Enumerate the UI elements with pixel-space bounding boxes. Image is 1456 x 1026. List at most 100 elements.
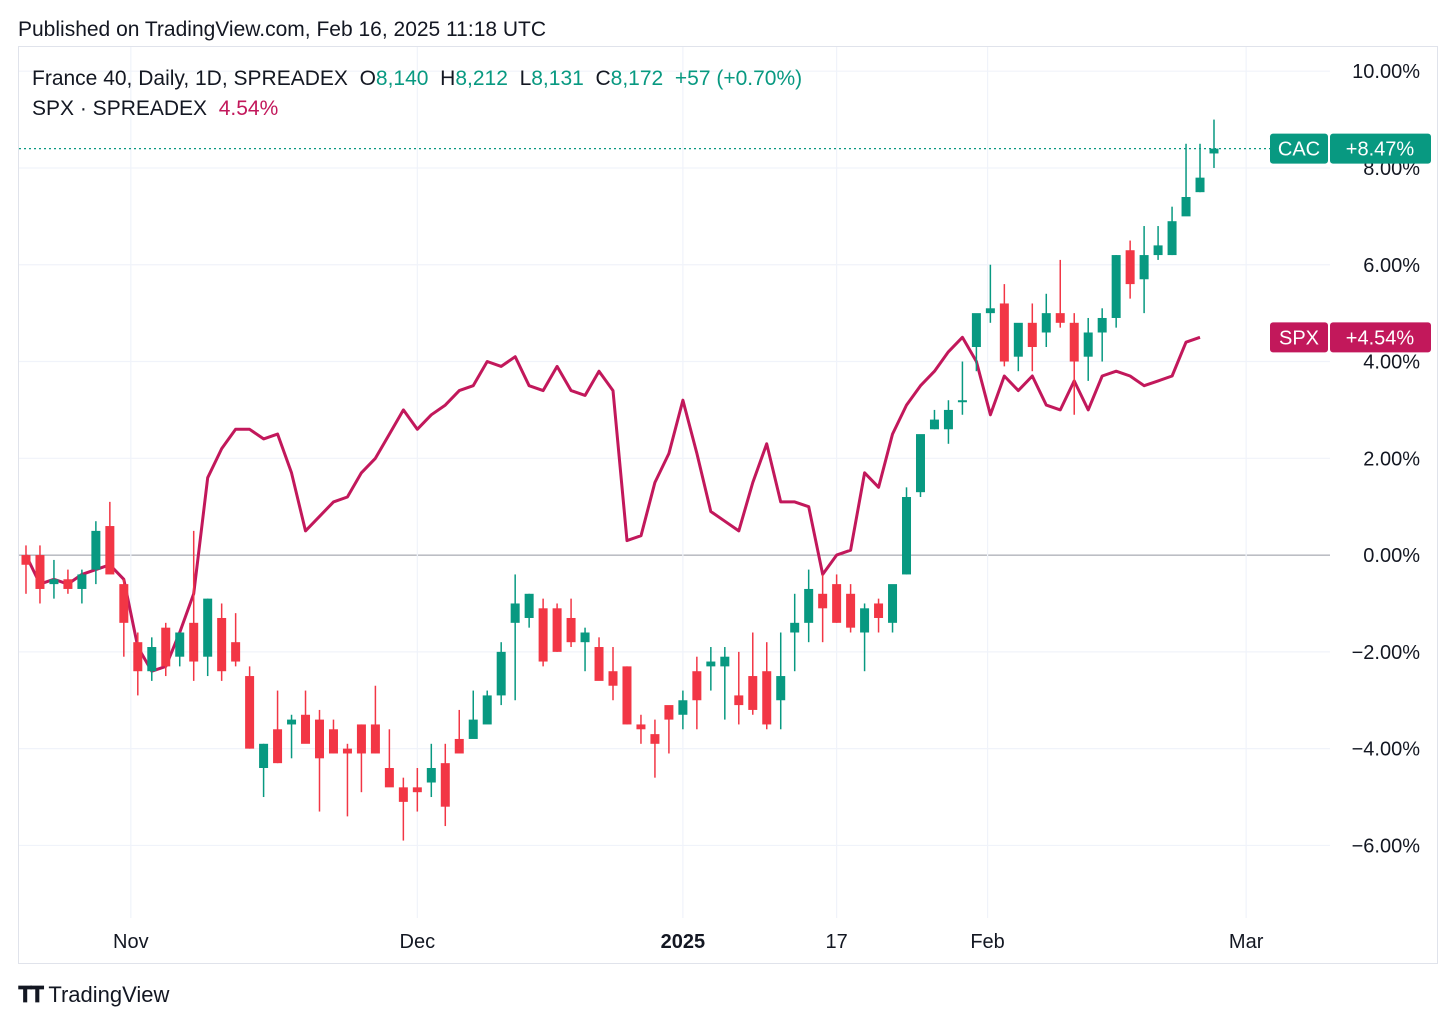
candle-body [203,598,213,657]
candle-down [119,579,129,657]
candle-down [217,603,227,681]
tradingview-logo[interactable]: 𝐓𝐓 TradingView [18,982,169,1008]
candle-up [860,603,870,672]
candle-down [846,584,856,633]
candle-up [287,714,297,759]
candle-body [287,719,297,725]
candle-down [356,724,366,793]
candle-down [1055,259,1065,328]
candle-body [301,714,311,744]
tag-name-box [1270,133,1328,164]
candle-down [650,719,660,778]
candle-up [1153,226,1163,260]
candle-down [189,530,199,681]
candle-body [217,617,227,672]
candle-body [1195,177,1205,193]
candle-body [342,748,352,754]
candle-body [189,622,199,662]
candle-down [636,714,646,744]
tag-value-box [1330,322,1431,353]
candle-down [35,545,45,604]
candle-body [328,729,338,754]
candle-up [902,487,912,575]
change-value: +57 (+0.70%) [674,67,803,90]
x-tick-label: Mar [1229,931,1264,953]
tag-value: +8.47% [1346,139,1415,161]
compare-symbol-legend[interactable]: SPX · SPREADEX 4.54% [32,97,278,121]
candle-body [888,584,898,623]
candle-body [846,593,856,628]
candle-down [748,632,758,715]
candle-body [440,763,450,807]
candle-up [1083,317,1093,381]
candle-up [496,642,506,706]
candle-body [91,530,101,570]
candle-up [482,690,492,725]
candle-body [1083,332,1093,357]
candle-body [245,676,255,749]
candle-up [1209,119,1219,168]
candle-body [929,419,939,430]
candle-body [1181,197,1191,217]
candle-down [161,622,171,677]
low-label: L [519,67,532,90]
france40-candle-series [21,119,1219,841]
candle-down [552,603,562,652]
candle-body [943,409,953,430]
candle-up [706,647,716,691]
candle-up [915,434,925,498]
candle-body [147,647,157,672]
candle-up [468,690,478,739]
x-tick-label: Nov [113,931,149,953]
y-tick-label: −4.00% [1352,739,1421,761]
candle-up [985,264,995,323]
x-tick-label: 17 [826,931,848,953]
candle-up [259,743,269,798]
x-tick-label: Dec [400,931,436,953]
candle-down [273,690,283,764]
candle-body [119,584,129,623]
candle-up [804,569,814,643]
candle-up [776,632,786,730]
x-tick-label: Feb [970,931,1004,953]
candle-up [175,632,185,667]
candle-body [1097,317,1107,333]
candle-down [608,647,618,701]
candle-body [35,555,45,589]
x-tick-label: 2025 [661,931,706,953]
candle-up [1181,143,1191,217]
candle-body [426,767,436,783]
candle-body [1041,313,1051,333]
candle-body [1055,313,1065,323]
candle-body [77,574,87,589]
x-axis-labels: Nov Dec 2025 17 Feb Mar [113,931,1264,953]
candle-body [706,661,716,667]
candle-body [510,603,520,623]
candle-body [650,734,660,744]
candle-down [692,656,702,730]
main-symbol-legend[interactable]: France 40, Daily, 1D, SPREADEX O8,140 H8… [32,67,802,91]
y-tick-label: 2.00% [1363,448,1420,470]
candle-body [622,666,632,725]
candle-down [440,743,450,827]
candle-body [1139,255,1149,280]
candle-up [943,400,953,444]
candle-body [524,593,534,618]
tag-name: CAC [1278,139,1320,161]
candle-body [636,724,646,730]
tag-name: SPX [1279,327,1319,349]
candle-down [412,767,422,812]
main-symbol-name: France 40, Daily, 1D, SPREADEX [32,67,348,90]
candle-down [314,709,324,812]
candle-down [664,705,674,754]
candle-body [161,627,171,667]
candle-body [580,632,590,643]
candle-up [1111,255,1121,328]
candle-body [874,603,884,618]
candle-down [370,685,380,754]
candle-body [1153,245,1163,256]
candle-up [1139,226,1149,314]
candle-down [454,709,464,754]
candle-down [133,632,143,696]
